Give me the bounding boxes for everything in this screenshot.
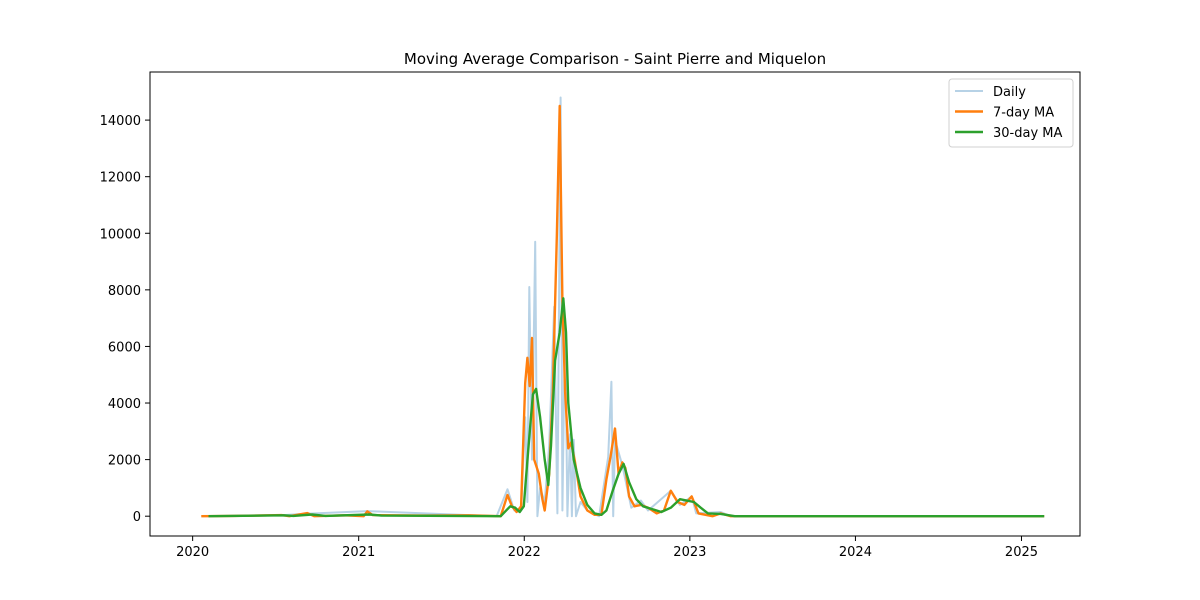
x-axis: 2020 2021 2022 2023 2024 2025: [176, 536, 1038, 560]
chart-title: Moving Average Comparison - Saint Pierre…: [404, 50, 826, 68]
y-tick-label: 4000: [108, 397, 141, 412]
legend: Daily 7-day MA 30-day MA: [948, 78, 1074, 148]
series-line-30-day-ma: [208, 297, 1045, 518]
x-tick-label: 2024: [839, 545, 872, 560]
legend-label: 30-day MA: [993, 126, 1062, 141]
y-tick-label: 2000: [108, 454, 141, 469]
y-tick-label: 10000: [100, 227, 141, 242]
x-tick-label: 2021: [342, 545, 375, 560]
x-tick-label: 2023: [673, 545, 706, 560]
legend-label: 7-day MA: [993, 106, 1054, 121]
axes-frame: [149, 71, 1081, 537]
x-tick-label: 2025: [1005, 545, 1038, 560]
legend-box: [948, 78, 1074, 148]
y-tick-label: 14000: [100, 114, 141, 129]
legend-label: Daily: [993, 85, 1026, 100]
x-tick-label: 2020: [176, 545, 209, 560]
plot-area: [201, 96, 1045, 518]
y-tick-label: 8000: [108, 284, 141, 299]
x-tick-label: 2022: [508, 545, 541, 560]
y-tick-label: 6000: [108, 340, 141, 355]
y-tick-label: 12000: [100, 171, 141, 186]
y-axis: 0 2000 4000 6000 8000 10000 12000 14000: [100, 114, 150, 525]
y-tick-label: 0: [133, 510, 141, 525]
